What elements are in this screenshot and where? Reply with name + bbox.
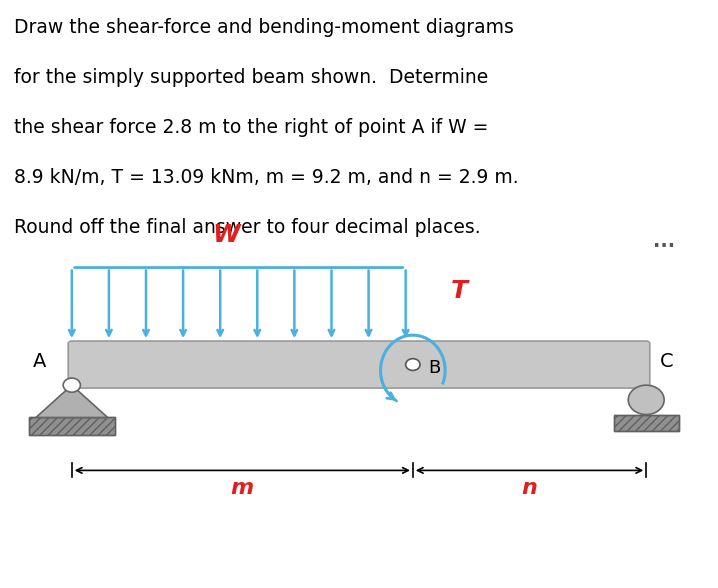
Text: the shear force 2.8 m to the right of point A if W =: the shear force 2.8 m to the right of po… bbox=[14, 118, 489, 136]
Bar bbox=[614, 415, 679, 431]
Bar bbox=[29, 417, 115, 435]
Circle shape bbox=[406, 359, 420, 370]
Text: m: m bbox=[230, 478, 254, 498]
Text: Draw the shear-force and bending-moment diagrams: Draw the shear-force and bending-moment … bbox=[14, 18, 514, 36]
Text: 8.9 kN/m, T = 13.09 kNm, m = 9.2 m, and n = 2.9 m.: 8.9 kN/m, T = 13.09 kNm, m = 9.2 m, and … bbox=[14, 168, 519, 186]
Text: B: B bbox=[429, 359, 441, 376]
Circle shape bbox=[628, 385, 664, 415]
FancyBboxPatch shape bbox=[68, 341, 650, 388]
Text: W: W bbox=[213, 223, 240, 247]
Bar bbox=[29, 417, 115, 435]
Text: T: T bbox=[451, 279, 468, 303]
Text: C: C bbox=[660, 352, 673, 371]
Polygon shape bbox=[36, 385, 108, 417]
Bar bbox=[614, 415, 679, 431]
Circle shape bbox=[63, 378, 80, 392]
Text: Round off the final answer to four decimal places.: Round off the final answer to four decim… bbox=[14, 218, 481, 236]
Text: A: A bbox=[33, 352, 46, 371]
Text: ...: ... bbox=[653, 232, 675, 250]
Text: n: n bbox=[521, 478, 538, 498]
Text: for the simply supported beam shown.  Determine: for the simply supported beam shown. Det… bbox=[14, 68, 489, 86]
